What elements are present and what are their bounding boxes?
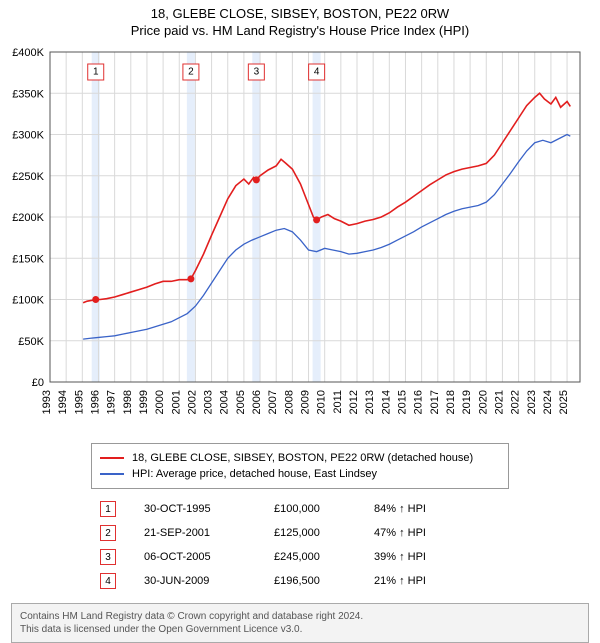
svg-text:2021: 2021 xyxy=(493,390,505,414)
svg-text:£250K: £250K xyxy=(12,171,44,183)
svg-text:2019: 2019 xyxy=(461,390,473,414)
svg-text:2013: 2013 xyxy=(364,390,376,414)
sale-price: £196,500 xyxy=(274,575,374,587)
svg-text:2002: 2002 xyxy=(186,390,198,414)
svg-text:£0: £0 xyxy=(32,377,44,389)
svg-text:2014: 2014 xyxy=(380,390,392,414)
sale-row: 4 30-JUN-2009£196,50021% ↑ HPI xyxy=(100,569,500,593)
sale-date: 21-SEP-2001 xyxy=(144,527,274,539)
svg-text:1998: 1998 xyxy=(122,390,134,414)
svg-text:1997: 1997 xyxy=(106,390,118,414)
svg-text:2017: 2017 xyxy=(429,390,441,414)
footer-line1: Contains HM Land Registry data © Crown c… xyxy=(20,610,580,623)
legend-label: HPI: Average price, detached house, East… xyxy=(132,468,377,480)
sale-pct: 39% ↑ HPI xyxy=(374,551,474,563)
price-chart: £0 £50K £100K £150K £200K £250K £300K £350K £400… xyxy=(0,42,600,437)
sale-row: 2 21-SEP-2001£125,00047% ↑ HPI xyxy=(100,521,500,545)
sale-price: £245,000 xyxy=(274,551,374,563)
svg-text:£50K: £50K xyxy=(18,336,44,348)
sale-date: 30-OCT-1995 xyxy=(144,503,274,515)
svg-text:2011: 2011 xyxy=(332,390,344,414)
svg-text:2016: 2016 xyxy=(413,390,425,414)
svg-text:2018: 2018 xyxy=(445,390,457,414)
svg-text:2008: 2008 xyxy=(283,390,295,414)
svg-text:1995: 1995 xyxy=(73,390,85,414)
legend-row: 18, GLEBE CLOSE, SIBSEY, BOSTON, PE22 0R… xyxy=(100,450,500,466)
svg-text:2009: 2009 xyxy=(300,390,312,414)
svg-text:1999: 1999 xyxy=(138,390,150,414)
sale-marker: 4 xyxy=(100,573,116,589)
sale-marker: 3 xyxy=(100,549,116,565)
sale-price: £100,000 xyxy=(274,503,374,515)
svg-text:£300K: £300K xyxy=(12,130,44,142)
sale-date: 06-OCT-2005 xyxy=(144,551,274,563)
svg-text:2: 2 xyxy=(188,67,194,78)
sale-row: 1 30-OCT-1995£100,00084% ↑ HPI xyxy=(100,497,500,521)
svg-text:4: 4 xyxy=(314,67,320,78)
svg-text:£200K: £200K xyxy=(12,212,44,224)
title-subtitle: Price paid vs. HM Land Registry's House … xyxy=(0,23,600,38)
svg-text:2022: 2022 xyxy=(510,390,522,414)
svg-text:2000: 2000 xyxy=(154,390,166,414)
legend-label: 18, GLEBE CLOSE, SIBSEY, BOSTON, PE22 0R… xyxy=(132,452,473,464)
svg-text:1993: 1993 xyxy=(41,390,53,414)
svg-text:2024: 2024 xyxy=(542,390,554,414)
svg-text:£400K: £400K xyxy=(12,47,44,59)
sale-pct: 84% ↑ HPI xyxy=(374,503,474,515)
sale-marker: 1 xyxy=(100,501,116,517)
legend-swatch xyxy=(100,457,124,459)
sale-pct: 21% ↑ HPI xyxy=(374,575,474,587)
svg-text:2015: 2015 xyxy=(396,390,408,414)
svg-text:2004: 2004 xyxy=(219,390,231,414)
svg-text:2005: 2005 xyxy=(235,390,247,414)
sale-pct: 47% ↑ HPI xyxy=(374,527,474,539)
svg-text:£150K: £150K xyxy=(12,253,44,265)
footer-line2: This data is licensed under the Open Gov… xyxy=(20,623,580,636)
svg-text:2006: 2006 xyxy=(251,390,263,414)
svg-text:2007: 2007 xyxy=(267,390,279,414)
legend: 18, GLEBE CLOSE, SIBSEY, BOSTON, PE22 0R… xyxy=(91,443,509,489)
svg-text:2012: 2012 xyxy=(348,390,360,414)
svg-text:1994: 1994 xyxy=(57,390,69,414)
legend-swatch xyxy=(100,473,124,475)
sales-table: 1 30-OCT-1995£100,00084% ↑ HPI 2 21-SEP-200… xyxy=(100,497,500,593)
svg-text:2020: 2020 xyxy=(477,390,489,414)
svg-text:2023: 2023 xyxy=(526,390,538,414)
legend-row: HPI: Average price, detached house, East… xyxy=(100,466,500,482)
svg-text:£350K: £350K xyxy=(12,88,44,100)
sale-row: 3 06-OCT-2005£245,00039% ↑ HPI xyxy=(100,545,500,569)
footer-attribution: Contains HM Land Registry data © Crown c… xyxy=(11,603,589,643)
svg-text:3: 3 xyxy=(254,67,260,78)
sale-marker: 2 xyxy=(100,525,116,541)
svg-text:2010: 2010 xyxy=(316,390,328,414)
sale-date: 30-JUN-2009 xyxy=(144,575,274,587)
svg-text:2003: 2003 xyxy=(203,390,215,414)
title-address: 18, GLEBE CLOSE, SIBSEY, BOSTON, PE22 0R… xyxy=(0,6,600,21)
svg-text:2025: 2025 xyxy=(558,390,570,414)
svg-text:1996: 1996 xyxy=(89,390,101,414)
sale-price: £125,000 xyxy=(274,527,374,539)
svg-text:2001: 2001 xyxy=(170,390,182,414)
svg-text:1: 1 xyxy=(93,67,99,78)
svg-text:£100K: £100K xyxy=(12,295,44,307)
